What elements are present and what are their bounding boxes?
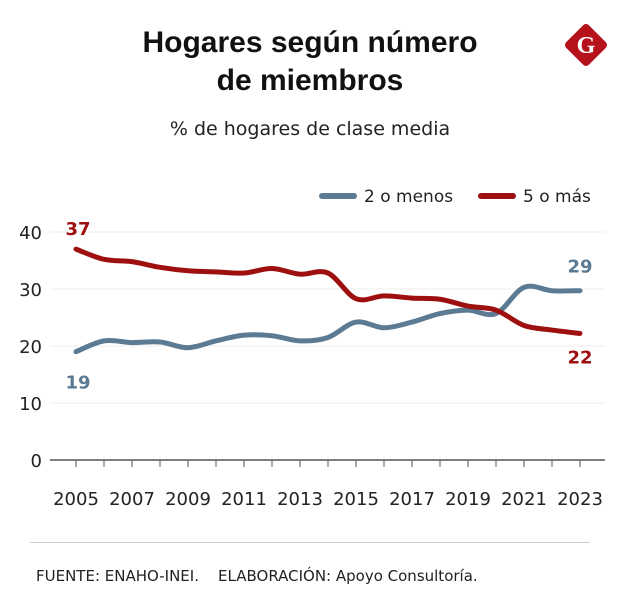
series-line-1 — [73, 246, 583, 336]
x-tick-label: 2023 — [557, 489, 603, 510]
source-text: FUENTE: ENAHO-INEI. — [36, 567, 199, 585]
end-data-label: 29 — [567, 257, 592, 278]
divider — [30, 542, 590, 543]
y-tick-label: 10 — [19, 394, 42, 415]
source-note: FUENTE: ENAHO-INEI. ELABORACIÓN: Apoyo C… — [36, 567, 478, 585]
title-line-2: de miembros — [216, 64, 404, 97]
x-tick-label: 2011 — [221, 489, 267, 510]
x-tick-label: 2017 — [389, 489, 435, 510]
y-tick-label: 0 — [31, 451, 42, 472]
logo-g-icon: G — [565, 24, 607, 66]
x-tick-label: 2019 — [445, 489, 491, 510]
series-line-0 — [73, 283, 583, 355]
end-data-label: 22 — [567, 347, 592, 368]
legend-label: 2 o menos — [364, 187, 453, 207]
x-tick-label: 2005 — [53, 489, 99, 510]
x-tick-label: 2021 — [501, 489, 547, 510]
y-tick-label: 40 — [19, 223, 42, 244]
start-data-label: 37 — [65, 219, 90, 240]
y-tick-label: 30 — [19, 280, 42, 301]
svg-text:G: G — [577, 33, 596, 59]
legend-label: 5 o más — [523, 187, 591, 207]
title-line-1: Hogares según número — [142, 26, 478, 59]
y-tick-label: 20 — [19, 337, 42, 358]
x-tick-label: 2015 — [333, 489, 379, 510]
x-tick-label: 2009 — [165, 489, 211, 510]
chart-subtitle: % de hogares de clase media — [169, 118, 451, 140]
x-tick-label: 2007 — [109, 489, 155, 510]
start-data-label: 19 — [65, 373, 90, 394]
x-tick-label: 2013 — [277, 489, 323, 510]
credit-text: ELABORACIÓN: Apoyo Consultoría. — [218, 567, 478, 585]
chart-title: Hogares según número de miembros — [0, 24, 620, 100]
line-chart: 0 10 20 30 40 2005 2007 2009 2011 2013 2015 2017 201… — [19, 187, 605, 510]
